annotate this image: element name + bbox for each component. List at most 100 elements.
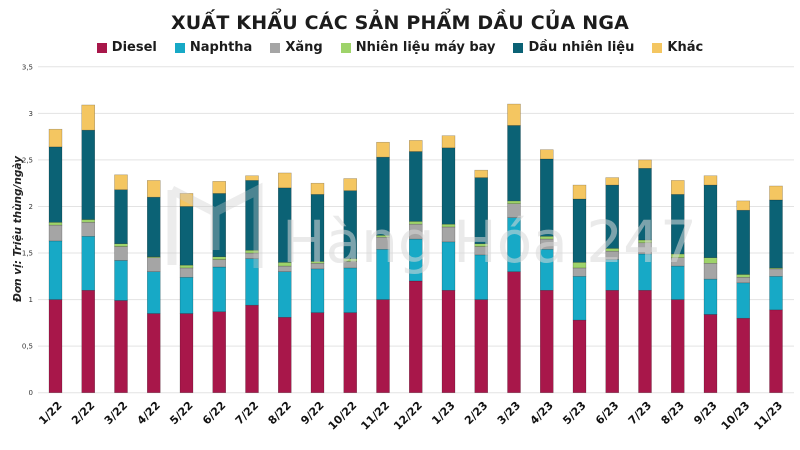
bar-stack-8-22 [278, 172, 292, 393]
bar-segment-5 [81, 104, 95, 131]
legend-label-fuel-oil: Dầu nhiên liệu [528, 40, 635, 55]
y-axis-label: Đơn vị: Triệu thùng/ngày [12, 155, 24, 303]
bar-segment-5 [48, 128, 63, 148]
bar-segment-2 [147, 257, 161, 272]
bar-segment-3 [507, 200, 521, 204]
bar-segment-5 [736, 200, 750, 211]
bar-segment-0 [703, 314, 718, 393]
bar-segment-5 [572, 184, 587, 200]
bar-segment-5 [769, 185, 783, 201]
x-tick-label: 9/23 [691, 399, 719, 427]
x-tick-label: 1/22 [36, 399, 64, 427]
bar-segment-5 [409, 140, 423, 152]
bar-segment-0 [147, 313, 161, 393]
legend-item-other: Khác [652, 40, 703, 55]
bar-segment-3 [81, 219, 95, 223]
bar-segment-0 [474, 299, 488, 393]
bar-segment-0 [310, 312, 325, 393]
bar-segment-1 [572, 276, 587, 321]
bar-segment-0 [179, 313, 194, 393]
bar-segment-1 [703, 278, 718, 315]
bar-segment-1 [48, 240, 63, 300]
y-tick-label: 1 [29, 296, 33, 304]
bar-segment-1 [769, 276, 783, 311]
bar-segment-2 [310, 263, 325, 270]
bar-segment-0 [540, 290, 554, 393]
bar-segment-5 [441, 135, 456, 149]
x-tick-label: 5/23 [560, 399, 588, 427]
bar-stack-7-23 [638, 159, 652, 393]
bar-stack-12-22 [409, 140, 423, 393]
bar-segment-3 [212, 256, 226, 260]
bar-segment-0 [671, 299, 685, 393]
bar-segment-1 [278, 271, 292, 318]
bar-segment-1 [147, 271, 161, 314]
bar-segment-5 [638, 159, 652, 169]
bar-segment-0 [343, 312, 357, 393]
bar-segment-4 [147, 196, 161, 258]
x-tick-label: 2/23 [462, 399, 490, 427]
bar-segment-4 [507, 125, 521, 202]
legend-label-naphtha: Naphtha [189, 40, 253, 55]
legend-swatch-jet-fuel [340, 42, 351, 53]
bar-stack-9-22 [310, 182, 325, 393]
bar-segment-0 [572, 319, 587, 393]
bar-segment-2 [212, 259, 226, 268]
bar-stack-5-22 [179, 193, 194, 393]
x-tick-label: 10/22 [326, 399, 360, 433]
bar-segment-0 [769, 309, 783, 393]
bar-stack-1-22 [48, 128, 63, 393]
bars [48, 103, 783, 393]
x-tick-label: 11/23 [751, 399, 785, 433]
legend-label-xang: Xăng [285, 40, 323, 55]
bar-stack-10-22 [343, 178, 357, 393]
y-tick-label: 3,5 [22, 63, 33, 71]
legend-item-jet-fuel: Nhiên liệu máy bay [340, 40, 495, 55]
x-tick-label: 3/22 [102, 399, 130, 427]
legend-item-naphtha: Naphtha [174, 40, 253, 55]
bar-segment-3 [179, 264, 194, 269]
x-tick-label: 1/23 [429, 399, 457, 427]
x-tick-label: 2/22 [69, 399, 97, 427]
bar-segment-5 [540, 149, 554, 160]
bar-segment-0 [114, 300, 128, 393]
bar-stack-3-22 [114, 174, 128, 393]
bar-segment-5 [114, 174, 128, 190]
y-tick-label: 0,5 [22, 343, 33, 351]
legend-item-xang: Xăng [270, 40, 323, 55]
bar-segment-0 [605, 290, 619, 393]
x-tick-label: 10/23 [719, 399, 753, 433]
bar-segment-2 [81, 222, 95, 237]
bar-segment-4 [736, 209, 750, 275]
bar-stack-9-23 [703, 175, 718, 393]
bar-stack-10-23 [736, 200, 750, 393]
bar-segment-0 [376, 299, 390, 393]
bar-segment-5 [179, 193, 194, 207]
y-tick-label: 3 [29, 110, 33, 118]
x-tick-label: 4/23 [528, 399, 556, 427]
x-tick-label: 7/22 [233, 399, 261, 427]
bar-segment-0 [245, 304, 259, 393]
bar-segment-1 [114, 260, 128, 301]
bar-segment-3 [114, 243, 128, 247]
bar-segment-3 [48, 222, 63, 226]
bar-stack-2-22 [81, 104, 95, 393]
bar-stack-11-23 [769, 185, 783, 393]
bar-segment-5 [212, 181, 226, 194]
bar-segment-4 [48, 146, 63, 223]
legend: Diesel Naphtha Xăng Nhiên liệu máy bay D… [0, 40, 800, 55]
bar-segment-4 [179, 206, 194, 266]
bar-segment-0 [507, 271, 521, 393]
legend-swatch-diesel [96, 42, 107, 53]
bar-segment-0 [212, 311, 226, 393]
bar-segment-0 [81, 290, 95, 393]
legend-item-diesel: Diesel [96, 40, 157, 55]
x-tick-label: 6/23 [593, 399, 621, 427]
bar-segment-4 [769, 199, 783, 269]
bar-stack-6-23 [605, 177, 619, 393]
bar-segment-2 [114, 246, 128, 261]
bar-segment-4 [81, 129, 95, 220]
y-axis-ticks: 0 0,5 1 1,5 2 2,5 3 3,5 [22, 63, 33, 397]
bar-segment-5 [245, 175, 259, 181]
